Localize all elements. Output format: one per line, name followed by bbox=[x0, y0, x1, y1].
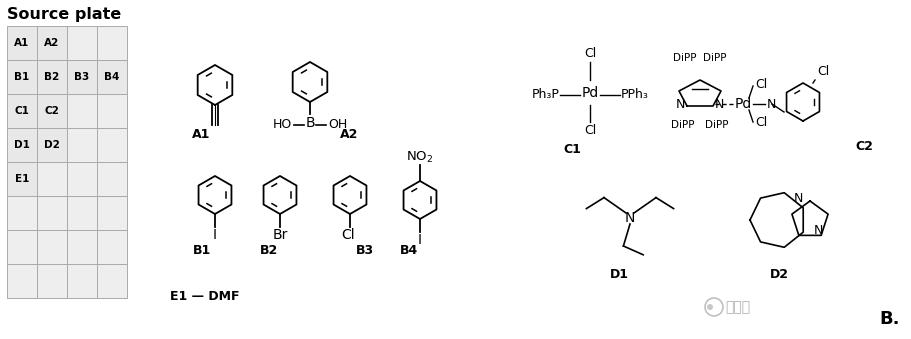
Bar bbox=[37, 128, 67, 162]
Text: B1: B1 bbox=[193, 244, 211, 257]
Text: B3: B3 bbox=[75, 72, 89, 82]
Text: N: N bbox=[793, 192, 802, 204]
Text: DiPP: DiPP bbox=[704, 120, 728, 130]
Text: I: I bbox=[213, 228, 217, 242]
Text: D1: D1 bbox=[14, 140, 30, 150]
Text: I: I bbox=[417, 233, 422, 247]
Text: D2: D2 bbox=[769, 268, 788, 281]
Text: A1: A1 bbox=[15, 38, 29, 48]
Text: Cl: Cl bbox=[754, 116, 766, 128]
Text: D1: D1 bbox=[609, 268, 629, 281]
Bar bbox=[97, 128, 127, 162]
Text: OH: OH bbox=[328, 119, 347, 132]
Bar bbox=[67, 162, 97, 196]
Text: Br: Br bbox=[272, 228, 287, 242]
Bar bbox=[67, 230, 97, 264]
Text: HO: HO bbox=[272, 119, 292, 132]
Text: N: N bbox=[766, 98, 775, 111]
Text: 新智元: 新智元 bbox=[724, 300, 750, 314]
Text: C2: C2 bbox=[854, 140, 872, 153]
Text: B.: B. bbox=[878, 310, 899, 328]
Bar bbox=[67, 60, 97, 94]
Text: Pd: Pd bbox=[580, 86, 598, 100]
Bar bbox=[37, 230, 67, 264]
Bar bbox=[97, 196, 127, 230]
Text: Cl: Cl bbox=[754, 78, 766, 91]
Bar bbox=[7, 26, 37, 60]
Text: Cl: Cl bbox=[583, 124, 596, 137]
Text: Cl: Cl bbox=[341, 228, 354, 242]
Text: E1: E1 bbox=[15, 174, 29, 184]
Bar bbox=[7, 128, 37, 162]
Text: A1: A1 bbox=[192, 128, 210, 141]
Text: B4: B4 bbox=[400, 244, 418, 257]
Bar bbox=[7, 94, 37, 128]
Bar bbox=[97, 162, 127, 196]
Text: Cl: Cl bbox=[583, 47, 596, 60]
Text: Source plate: Source plate bbox=[7, 6, 121, 21]
Text: N: N bbox=[813, 223, 822, 237]
Text: DiPP: DiPP bbox=[702, 53, 726, 63]
Text: N: N bbox=[624, 211, 634, 225]
Bar bbox=[97, 264, 127, 298]
Text: B4: B4 bbox=[104, 72, 119, 82]
Bar bbox=[37, 94, 67, 128]
Text: DiPP: DiPP bbox=[670, 120, 694, 130]
Bar bbox=[67, 26, 97, 60]
Text: E1 — DMF: E1 — DMF bbox=[169, 290, 240, 303]
Bar bbox=[67, 94, 97, 128]
Text: B: B bbox=[305, 116, 314, 130]
Bar bbox=[37, 264, 67, 298]
Bar bbox=[37, 162, 67, 196]
Text: Ph₃P: Ph₃P bbox=[531, 88, 559, 101]
Bar bbox=[7, 162, 37, 196]
Text: A2: A2 bbox=[340, 128, 358, 141]
Bar bbox=[7, 264, 37, 298]
Text: D2: D2 bbox=[44, 140, 60, 150]
Text: A2: A2 bbox=[45, 38, 59, 48]
Bar bbox=[97, 26, 127, 60]
Text: C1: C1 bbox=[562, 143, 580, 156]
Bar bbox=[7, 60, 37, 94]
Text: N: N bbox=[675, 98, 684, 111]
Bar bbox=[97, 60, 127, 94]
Text: PPh₃: PPh₃ bbox=[620, 88, 648, 101]
Bar bbox=[37, 60, 67, 94]
Text: Pd: Pd bbox=[733, 97, 751, 111]
Bar bbox=[67, 264, 97, 298]
Text: B2: B2 bbox=[45, 72, 59, 82]
Bar bbox=[37, 26, 67, 60]
Text: B3: B3 bbox=[355, 244, 374, 257]
Text: B2: B2 bbox=[260, 244, 278, 257]
Bar bbox=[97, 230, 127, 264]
Bar bbox=[97, 94, 127, 128]
Text: B1: B1 bbox=[15, 72, 29, 82]
Text: DiPP: DiPP bbox=[672, 53, 696, 63]
Text: N: N bbox=[714, 98, 723, 111]
Bar bbox=[67, 196, 97, 230]
Bar bbox=[7, 196, 37, 230]
Text: NO$_2$: NO$_2$ bbox=[406, 150, 434, 165]
Text: Cl: Cl bbox=[816, 65, 828, 78]
Circle shape bbox=[706, 304, 712, 310]
Bar bbox=[37, 196, 67, 230]
Text: C2: C2 bbox=[45, 106, 59, 116]
Bar bbox=[67, 128, 97, 162]
Bar bbox=[7, 230, 37, 264]
Text: C1: C1 bbox=[15, 106, 29, 116]
